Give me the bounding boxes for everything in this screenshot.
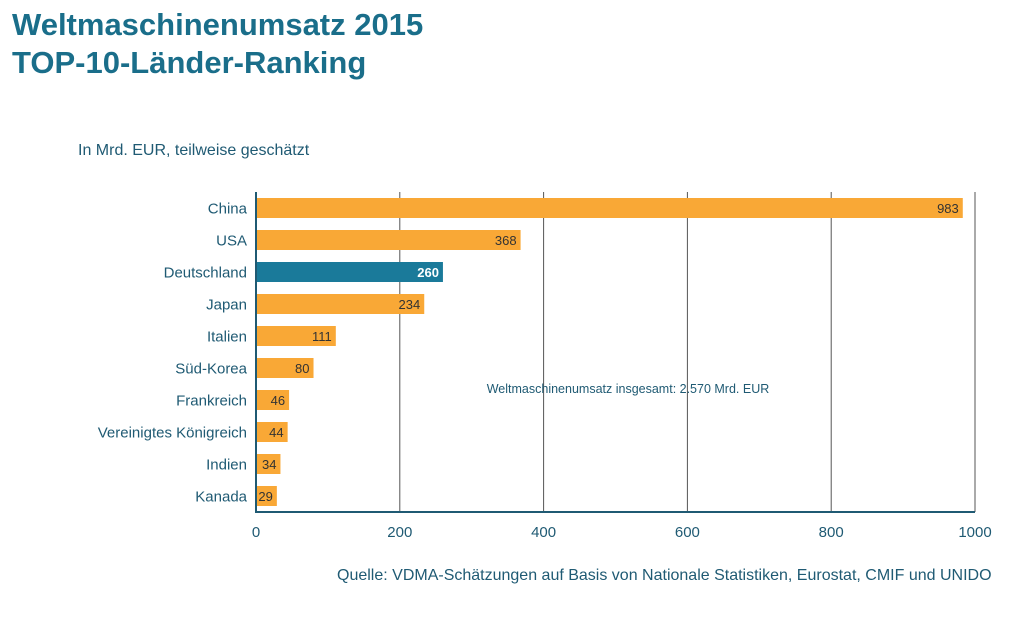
- data-label: 234: [399, 297, 421, 312]
- data-label: 29: [258, 489, 272, 504]
- bar: [256, 294, 425, 314]
- data-label: 46: [271, 393, 285, 408]
- data-label: 983: [937, 201, 959, 216]
- x-tick-label: 400: [531, 524, 556, 541]
- bar: [256, 262, 443, 282]
- data-label: 34: [262, 457, 276, 472]
- category-label: Vereinigtes Königreich: [98, 425, 247, 442]
- bar: [256, 390, 290, 410]
- bar: [256, 454, 281, 474]
- category-label: Süd-Korea: [175, 361, 247, 378]
- x-tick-label: 200: [387, 524, 412, 541]
- x-tick-label: 600: [675, 524, 700, 541]
- category-label: Frankreich: [176, 393, 247, 410]
- category-label: China: [208, 201, 248, 218]
- category-label: Deutschland: [164, 265, 247, 282]
- category-label: Japan: [206, 297, 247, 314]
- unit-label: In Mrd. EUR, teilweise geschätzt: [78, 142, 310, 159]
- category-label: USA: [216, 233, 247, 250]
- data-label: 368: [495, 233, 517, 248]
- bar-chart: China 983 USA 368 Deutschland 260 Japan 234 Ital…: [98, 192, 992, 541]
- x-tick-label: 1000: [958, 524, 991, 541]
- source-note: Quelle: VDMA-Schätzungen auf Basis von N…: [337, 567, 992, 584]
- bar: [256, 422, 288, 442]
- bar: [256, 326, 336, 346]
- bar: [256, 358, 314, 378]
- total-annotation: Weltmaschinenumsatz insgesamt: 2.570 Mrd…: [487, 382, 770, 396]
- chart-title-line2: TOP-10-Länder-Ranking: [12, 45, 367, 80]
- bar: [256, 230, 521, 250]
- chart-title: Weltmaschinenumsatz 2015 TOP-10-Länder-R…: [12, 6, 423, 82]
- category-label: Italien: [207, 329, 247, 346]
- x-tick-label: 800: [819, 524, 844, 541]
- category-label: Indien: [206, 457, 247, 474]
- data-label: 111: [312, 329, 332, 344]
- bar: [256, 486, 277, 506]
- chart-title-line1: Weltmaschinenumsatz 2015: [12, 7, 424, 42]
- category-label: Kanada: [195, 489, 247, 506]
- bar: [256, 198, 963, 218]
- data-label: 260: [417, 265, 439, 280]
- data-label: 80: [295, 361, 309, 376]
- data-label: 44: [269, 425, 283, 440]
- x-tick-label: 0: [252, 524, 260, 541]
